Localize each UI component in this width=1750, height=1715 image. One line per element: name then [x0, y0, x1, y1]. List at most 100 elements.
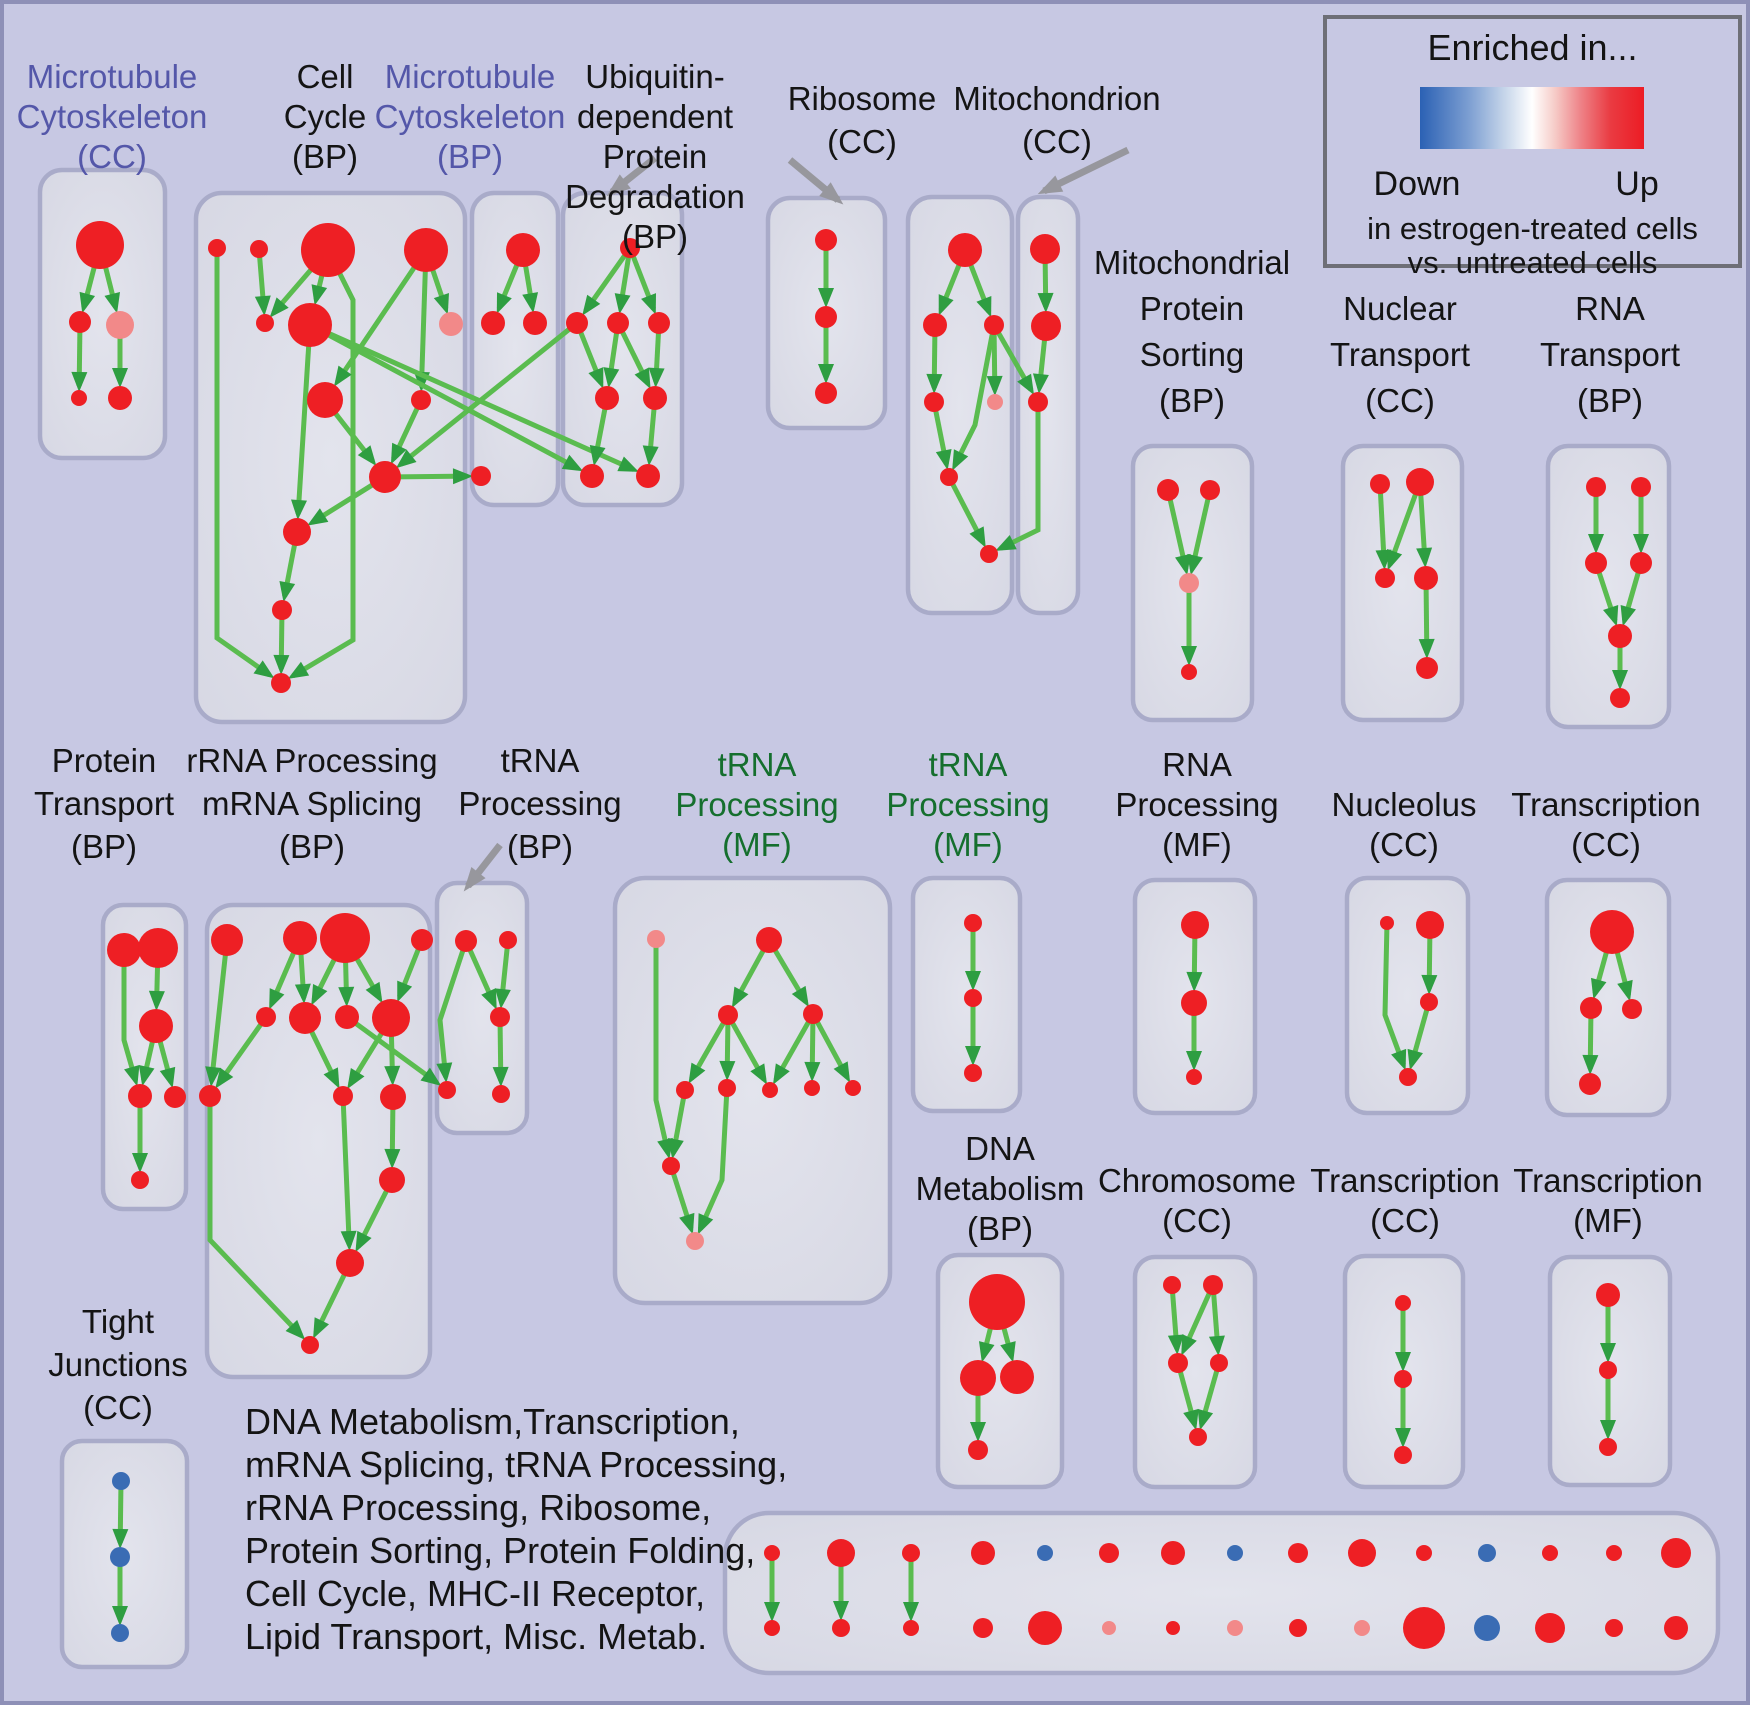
- node-tj2: [110, 1547, 130, 1567]
- node-bb5: [1102, 1621, 1116, 1635]
- node-bt2: [902, 1544, 920, 1562]
- node-bb8: [1289, 1619, 1307, 1637]
- edge-tm6-tm11: [697, 1087, 730, 1235]
- node-tm6: [718, 1079, 736, 1097]
- node-tj1: [112, 1472, 130, 1490]
- misc-line: Cell Cycle, MHC-II Receptor,: [245, 1573, 706, 1614]
- label-mitochondrial-protein-sorting-bp: Mitochondrial: [1094, 244, 1290, 281]
- node-dm4: [968, 1440, 988, 1460]
- node-cc_k: [283, 518, 311, 546]
- node-mt2: [1031, 311, 1061, 341]
- node-cc_m: [271, 673, 291, 693]
- node-tb2: [499, 931, 517, 949]
- node-dm1: [969, 1274, 1025, 1330]
- node-pt6: [131, 1171, 149, 1189]
- label-chromosome-cc: (CC): [1162, 1202, 1232, 1239]
- label-microtubule-cytoskeleton-bp: Microtubule: [385, 58, 556, 95]
- pointer-trna-bp: [463, 842, 503, 892]
- label-tight-junctions-cc: (CC): [83, 1389, 153, 1426]
- edge-cc_f-cc_k: [291, 324, 313, 521]
- node-pt2: [138, 928, 178, 968]
- node-ub7: [580, 464, 604, 488]
- node-mtbp2: [481, 311, 505, 335]
- node-rr12: [379, 1167, 405, 1193]
- node-ub4: [648, 312, 670, 334]
- edge-tm4-tm9: [810, 1012, 851, 1083]
- node-bb13: [1605, 1619, 1623, 1637]
- edge-cc_i-cc_j: [390, 398, 424, 465]
- misc-line: Lipid Transport, Misc. Metab.: [245, 1616, 708, 1657]
- edge-tb1-tb3: [463, 939, 497, 1010]
- node-rb2: [923, 313, 947, 337]
- edge-mt3-rb7: [995, 402, 1041, 551]
- node-cc_h: [307, 382, 343, 418]
- node-tb3: [490, 1007, 510, 1027]
- label-transcription-cc-row2: Transcription: [1511, 786, 1701, 823]
- node-ch3: [1168, 1353, 1188, 1373]
- label-ubiquitin-dependent-protein-degradation-bp: Protein: [603, 138, 708, 175]
- node-tm1: [647, 930, 665, 948]
- node-tn2: [964, 989, 982, 1007]
- node-mps4: [1181, 664, 1197, 680]
- label-ribosome-cc: (CC): [827, 123, 897, 160]
- edge-rr5-rr9: [215, 1015, 269, 1089]
- edge-tb3-tb5: [492, 1016, 509, 1088]
- node-bt0: [764, 1545, 780, 1561]
- node-tc2: [1580, 997, 1602, 1019]
- node-ubb3: [815, 382, 837, 404]
- edge-tm3-tm7: [725, 1013, 768, 1085]
- node-rt4: [1630, 552, 1652, 574]
- edge-ch3-ch5: [1175, 1362, 1199, 1431]
- node-ch4: [1210, 1354, 1228, 1372]
- node-bt6: [1161, 1541, 1185, 1565]
- node-nt5: [1416, 657, 1438, 679]
- label-rna-processing-mf: (MF): [1162, 826, 1232, 863]
- node-bb0: [764, 1620, 780, 1636]
- node-mtbp1: [506, 233, 540, 267]
- node-tm8: [804, 1080, 820, 1096]
- node-bt3: [971, 1541, 995, 1565]
- node-tm4: [803, 1004, 823, 1024]
- label-nucleolus-cc: Nucleolus: [1332, 786, 1477, 823]
- node-bb11: [1474, 1615, 1500, 1641]
- node-nt2: [1406, 468, 1434, 496]
- edge-ch4-ch5: [1197, 1362, 1222, 1431]
- node-bb10: [1403, 1607, 1445, 1649]
- edge-nu3-nu4: [1407, 1001, 1432, 1071]
- label-tight-junctions-cc: Junctions: [48, 1346, 187, 1383]
- label-transcription-cc-row3: (CC): [1370, 1202, 1440, 1239]
- node-rb3: [984, 315, 1004, 335]
- box-transcription-cc-2: [1544, 877, 1672, 1118]
- node-dm3: [1000, 1360, 1034, 1394]
- node-pt1: [107, 933, 141, 967]
- misc-category-list: DNA Metabolism,Transcription, mRNA Splic…: [245, 1400, 787, 1658]
- label-nucleolus-cc: (CC): [1369, 826, 1439, 863]
- node-bt14: [1661, 1538, 1691, 1568]
- node-rb1: [948, 233, 982, 267]
- node-bt7: [1227, 1545, 1243, 1561]
- node-ch1: [1163, 1276, 1181, 1294]
- node-nu4: [1399, 1068, 1417, 1086]
- node-cc_e: [256, 314, 274, 332]
- legend-condition-line2: vs. untreated cells: [1407, 245, 1658, 280]
- edge-ch2-ch4: [1208, 1284, 1225, 1357]
- node-rt1: [1586, 477, 1606, 497]
- label-trna-processing-mf-2: (MF): [933, 826, 1003, 863]
- label-mitochondrial-protein-sorting-bp: (BP): [1159, 382, 1225, 419]
- box-microtubule-cc: [37, 167, 168, 461]
- label-tight-junctions-cc: Tight: [82, 1303, 154, 1340]
- legend-gradient-bar: [1420, 87, 1644, 149]
- node-bt8: [1288, 1543, 1308, 1563]
- label-microtubule-cytoskeleton-bp: Cytoskeleton: [375, 98, 566, 135]
- node-mtcc1: [76, 221, 124, 269]
- node-mtcc3: [106, 311, 134, 339]
- box-nuclear-transport: [1340, 443, 1465, 723]
- node-bb4: [1028, 1611, 1062, 1645]
- label-trna-processing-mf-1: (MF): [722, 826, 792, 863]
- legend-title: Enriched in...: [1427, 27, 1638, 68]
- node-tb4: [438, 1081, 456, 1099]
- node-t33: [1394, 1446, 1412, 1464]
- node-cc_d: [404, 228, 448, 272]
- node-rr5: [256, 1007, 276, 1027]
- node-bt10: [1416, 1545, 1432, 1561]
